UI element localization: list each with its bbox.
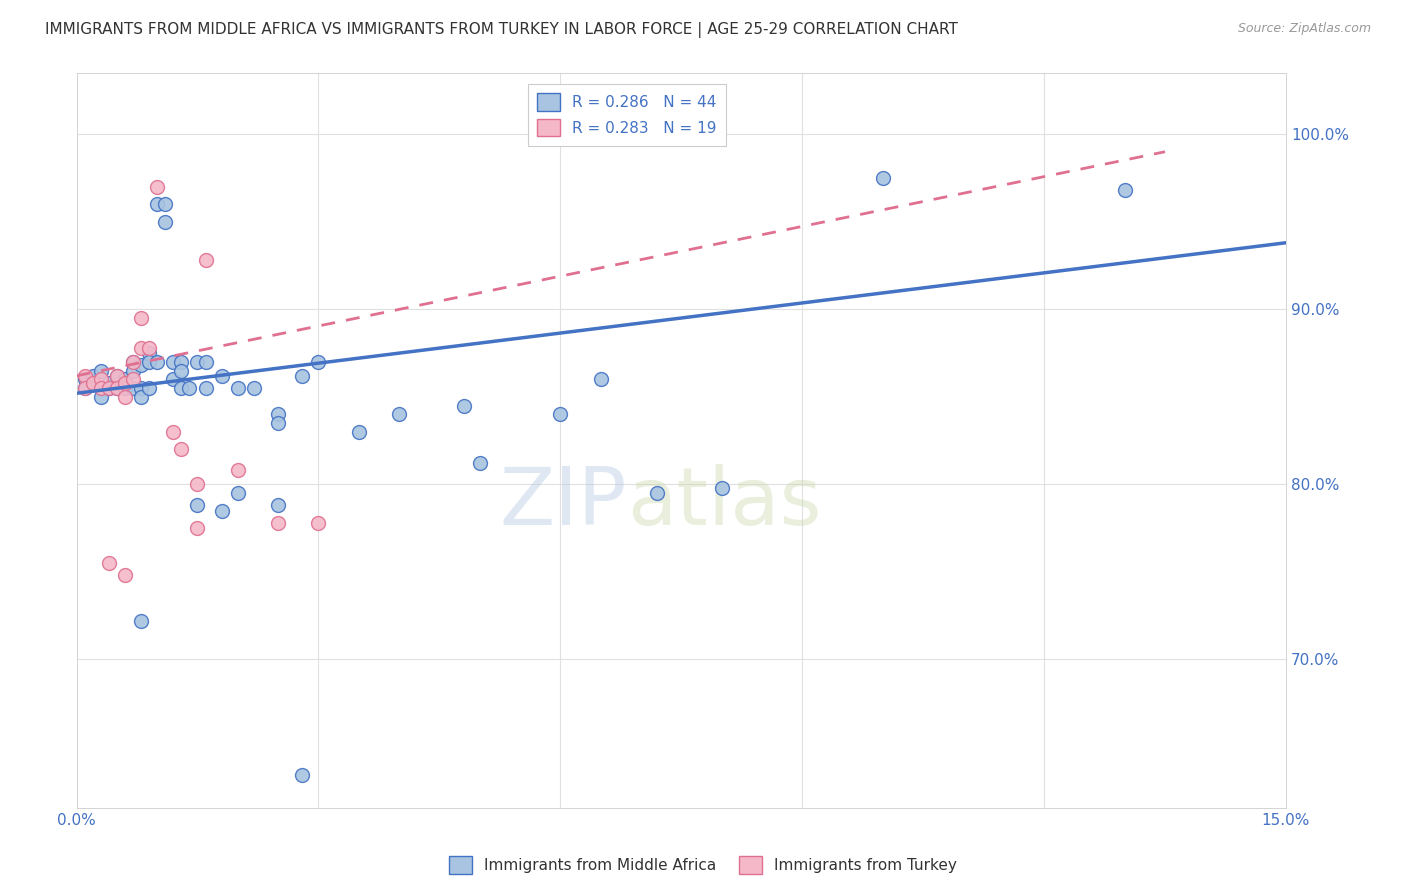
Point bbox=[90, 381, 112, 395]
Point bbox=[82, 376, 104, 390]
Point bbox=[194, 381, 217, 395]
Point bbox=[267, 416, 290, 430]
Point bbox=[162, 355, 184, 369]
Point bbox=[138, 381, 160, 395]
Point bbox=[138, 346, 160, 360]
Point bbox=[550, 407, 572, 421]
Point bbox=[97, 376, 120, 390]
Point bbox=[226, 463, 249, 477]
Point bbox=[90, 363, 112, 377]
Point bbox=[129, 390, 152, 404]
Point bbox=[186, 355, 208, 369]
Point bbox=[170, 363, 193, 377]
Point bbox=[267, 498, 290, 512]
Text: Source: ZipAtlas.com: Source: ZipAtlas.com bbox=[1237, 22, 1371, 36]
Point bbox=[129, 311, 152, 326]
Point bbox=[146, 197, 169, 211]
Point bbox=[162, 425, 184, 439]
Point bbox=[122, 355, 145, 369]
Point bbox=[170, 442, 193, 457]
Point bbox=[114, 376, 136, 390]
Point bbox=[97, 381, 120, 395]
Point bbox=[105, 381, 128, 395]
Point bbox=[122, 355, 145, 369]
Text: ZIP: ZIP bbox=[499, 464, 627, 542]
Point bbox=[243, 381, 266, 395]
Point bbox=[122, 372, 145, 386]
Point bbox=[388, 407, 411, 421]
Point bbox=[162, 372, 184, 386]
Point bbox=[186, 521, 208, 535]
Point bbox=[73, 368, 96, 383]
Point bbox=[170, 355, 193, 369]
Point bbox=[186, 498, 208, 512]
Point bbox=[129, 341, 152, 355]
Point bbox=[291, 768, 314, 782]
Point bbox=[267, 516, 290, 530]
Point bbox=[155, 197, 177, 211]
Point bbox=[347, 425, 370, 439]
Point bbox=[114, 390, 136, 404]
Point bbox=[155, 215, 177, 229]
Point bbox=[179, 381, 201, 395]
Point bbox=[710, 481, 733, 495]
Point bbox=[453, 399, 475, 413]
Point bbox=[73, 381, 96, 395]
Point bbox=[186, 477, 208, 491]
Point bbox=[307, 355, 329, 369]
Point bbox=[194, 253, 217, 268]
Point bbox=[114, 568, 136, 582]
Point bbox=[122, 363, 145, 377]
Point bbox=[291, 368, 314, 383]
Point bbox=[114, 376, 136, 390]
Point bbox=[589, 372, 612, 386]
Point bbox=[90, 372, 112, 386]
Point bbox=[114, 372, 136, 386]
Point bbox=[129, 381, 152, 395]
Point bbox=[267, 407, 290, 421]
Point bbox=[90, 390, 112, 404]
Point bbox=[645, 486, 668, 500]
Point bbox=[73, 372, 96, 386]
Text: IMMIGRANTS FROM MIDDLE AFRICA VS IMMIGRANTS FROM TURKEY IN LABOR FORCE | AGE 25-: IMMIGRANTS FROM MIDDLE AFRICA VS IMMIGRA… bbox=[45, 22, 957, 38]
Point bbox=[146, 179, 169, 194]
Point bbox=[105, 368, 128, 383]
Point bbox=[226, 486, 249, 500]
Point bbox=[211, 503, 233, 517]
Point bbox=[82, 376, 104, 390]
Point bbox=[114, 381, 136, 395]
Point bbox=[211, 368, 233, 383]
Point bbox=[146, 355, 169, 369]
Text: atlas: atlas bbox=[627, 464, 821, 542]
Legend: R = 0.286   N = 44, R = 0.283   N = 19: R = 0.286 N = 44, R = 0.283 N = 19 bbox=[527, 85, 725, 145]
Point bbox=[105, 381, 128, 395]
Point bbox=[872, 171, 894, 186]
Point bbox=[129, 358, 152, 372]
Point bbox=[97, 556, 120, 570]
Point bbox=[73, 381, 96, 395]
Point bbox=[226, 381, 249, 395]
Point bbox=[97, 381, 120, 395]
Point bbox=[1114, 183, 1136, 197]
Point bbox=[90, 381, 112, 395]
Point bbox=[307, 516, 329, 530]
Point bbox=[170, 381, 193, 395]
Point bbox=[82, 368, 104, 383]
Point bbox=[468, 456, 491, 470]
Point bbox=[122, 381, 145, 395]
Point bbox=[138, 355, 160, 369]
Point bbox=[194, 355, 217, 369]
Point bbox=[105, 368, 128, 383]
Point bbox=[129, 614, 152, 628]
Legend: Immigrants from Middle Africa, Immigrants from Turkey: Immigrants from Middle Africa, Immigrant… bbox=[443, 850, 963, 880]
Point bbox=[138, 341, 160, 355]
